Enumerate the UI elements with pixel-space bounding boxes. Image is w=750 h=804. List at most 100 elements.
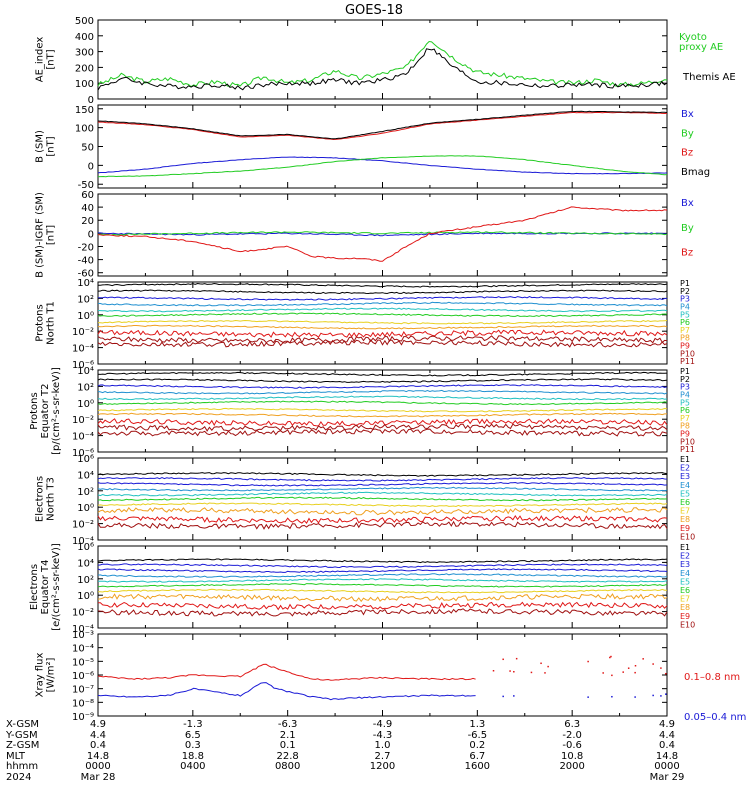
legend-label: P3 [680, 383, 690, 392]
y-tick-label: 10⁻⁴ [72, 432, 94, 443]
legend-label: proxy AE [679, 42, 723, 53]
series-line-p1 [97, 296, 667, 301]
ephemeris-value: 6.7 [469, 751, 485, 762]
y-tick-label: 10⁻⁶ [72, 360, 94, 371]
y-tick-label: 10⁴ [77, 558, 94, 569]
y-tick-label: 10⁻³ [72, 630, 94, 641]
y-tick-label: 10⁶ [77, 542, 94, 553]
y-tick-label: 10² [77, 382, 94, 393]
y-tick-label: 100 [75, 79, 94, 90]
xray-point [665, 693, 667, 695]
ephemeris-value: 4.4 [659, 730, 675, 741]
y-tick-label: 150 [75, 105, 94, 116]
series-line-e2 [98, 601, 668, 611]
xray-point [602, 672, 604, 674]
y-tick-label: 10⁴ [77, 278, 94, 289]
xray-point [540, 662, 542, 665]
legend-label: E1 [680, 543, 690, 552]
xray-point [547, 665, 549, 668]
ephemeris-value: -6.3 [278, 719, 298, 730]
legend-label: P6 [680, 406, 690, 415]
legend-label: 0.1–0.8 nm [684, 672, 740, 683]
series-line-ae [97, 40, 668, 88]
ephemeris-value: -1.3 [183, 719, 203, 730]
y-axis-label: Protons [29, 392, 40, 429]
xray-point [515, 657, 518, 660]
y-axis-label: Equator T4 [40, 560, 51, 615]
y-tick-label: 10² [77, 487, 94, 498]
y-tick-label: 10⁻⁹ [72, 712, 94, 723]
xray-point [587, 696, 589, 698]
y-tick-label: 10⁻⁵ [72, 657, 94, 668]
series-line-p1 [97, 307, 668, 313]
y-axis-label: Equator T2 [40, 384, 51, 439]
ephemeris-value: Mar 28 [81, 772, 116, 783]
ephemeris-row-label: MLT [6, 751, 26, 762]
y-axis-label: [nT] [46, 136, 57, 156]
series-line-p2 [97, 428, 668, 437]
legend-label: By [681, 128, 694, 139]
series-line-e2 [97, 583, 668, 588]
series-line-bigrf [97, 206, 668, 262]
y-axis-label: AE_index [35, 37, 46, 83]
y-tick-label: 10² [77, 294, 94, 305]
xray-point [634, 671, 636, 674]
y-tick-label: 10⁻⁴ [72, 644, 94, 655]
legend-label: P8 [680, 334, 690, 343]
legend-label: E5 [680, 489, 690, 498]
y-tick-label: 10⁻² [72, 608, 94, 619]
y-tick-label: 10⁻⁴ [72, 344, 94, 355]
legend-label: P11 [680, 445, 695, 454]
y-axis-label: Electrons [29, 564, 40, 610]
ephemeris-row-label: 2024 [6, 772, 31, 783]
y-tick-label: -60 [78, 269, 94, 280]
xray-point [634, 664, 637, 667]
y-tick-label: 0 [88, 229, 94, 240]
xray-point [634, 696, 636, 698]
legend-label: P1 [680, 279, 690, 288]
y-tick-label: 50 [81, 143, 94, 154]
xray-point [502, 658, 504, 661]
ephemeris-value: 18.8 [182, 751, 204, 762]
series-line-e1 [97, 502, 668, 508]
xray-point [530, 671, 533, 674]
series-line-e1 [97, 491, 668, 497]
ephemeris-value: 0000 [654, 761, 679, 772]
ephemeris-value: 10.8 [561, 751, 583, 762]
y-tick-label: 10⁻⁶ [72, 671, 94, 682]
series-line-p2 [97, 400, 668, 406]
y-tick-label: 60 [81, 190, 94, 201]
legend-label: E8 [680, 603, 690, 612]
series-line-e1 [97, 486, 668, 492]
xray-point [622, 671, 624, 673]
y-tick-label: 300 [75, 48, 94, 59]
ephemeris-value: 2000 [559, 761, 584, 772]
ephemeris-value: 4.9 [90, 719, 106, 730]
y-axis-label: North T1 [46, 301, 57, 345]
legend-label: P2 [680, 287, 690, 296]
series-line-bsm [97, 156, 668, 175]
y-tick-label: 10⁰ [77, 399, 94, 410]
y-tick-label: 10⁻⁴ [72, 536, 94, 547]
series-line-bsm [97, 155, 668, 178]
xray-point [513, 695, 515, 697]
y-tick-label: 20 [81, 216, 94, 227]
legend-label: E6 [680, 586, 690, 595]
y-tick-label: 500 [75, 16, 94, 27]
legend-label: P10 [680, 349, 695, 358]
panel-frame-xray [97, 633, 668, 717]
series-line-p1 [97, 329, 668, 339]
y-tick-label: 10⁴ [77, 366, 94, 377]
legend-label: E9 [680, 524, 690, 533]
xray-point [611, 695, 613, 698]
legend-label: P5 [680, 398, 690, 407]
series-line-e1 [97, 506, 668, 516]
legend-label: E2 [680, 552, 690, 561]
y-tick-label: 10⁻⁶ [72, 448, 94, 459]
series-line-e1 [97, 472, 668, 477]
ephemeris-value: -4.3 [373, 730, 393, 741]
series-line-p2 [97, 423, 668, 432]
legend-label: Bx [681, 198, 694, 209]
series-line-e1 [97, 476, 668, 482]
y-tick-label: 100 [75, 124, 94, 135]
